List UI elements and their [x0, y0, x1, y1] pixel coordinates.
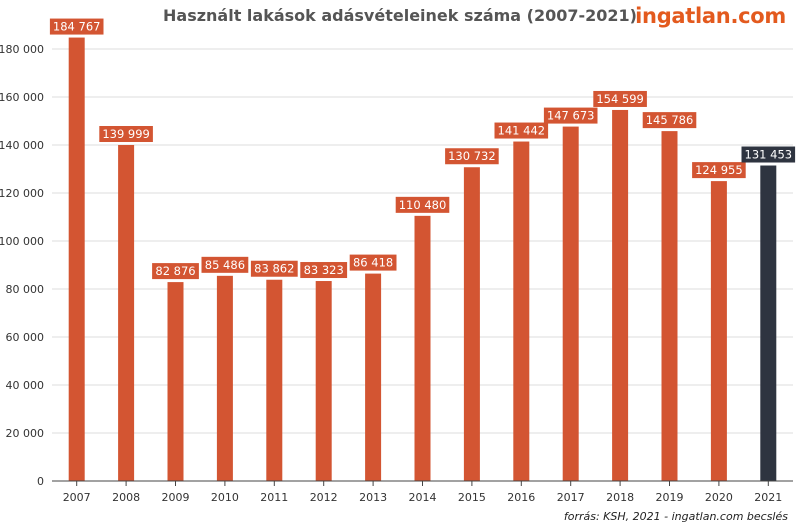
data-label: 130 732	[448, 149, 496, 163]
y-tick-label: 20 000	[6, 427, 45, 440]
axes: 0 20 000 40 000 60 000 80 000 100 000 120 000 1…	[0, 43, 793, 504]
data-label-box	[349, 254, 397, 271]
y-tick-label: 120 000	[0, 187, 44, 200]
bar[interactable]	[661, 131, 678, 482]
data-label: 131 453	[745, 148, 793, 162]
data-label: 86 418	[353, 256, 393, 270]
bar[interactable]	[266, 279, 283, 481]
y-tick-label: 100 000	[0, 235, 44, 248]
data-label-box	[642, 112, 697, 129]
data-label: 154 599	[596, 92, 644, 106]
data-label-box	[741, 146, 796, 163]
x-tick-label: 2008	[112, 491, 140, 504]
y-tick-label: 80 000	[6, 283, 45, 296]
data-label: 124 955	[695, 163, 743, 177]
y-tick-label: 40 000	[6, 379, 45, 392]
y-tick-label: 180 000	[0, 43, 44, 56]
data-label-box	[201, 256, 249, 273]
data-label: 147 673	[547, 109, 595, 123]
bar[interactable]	[315, 281, 332, 481]
y-tick-label: 0	[37, 475, 44, 488]
x-tick-label: 2010	[211, 491, 239, 504]
data-label-box	[99, 126, 153, 143]
data-label-box	[250, 260, 298, 277]
data-label-box	[300, 262, 348, 279]
bar[interactable]	[463, 167, 480, 481]
x-tick-label: 2011	[260, 491, 288, 504]
data-label: 110 480	[399, 198, 447, 212]
bar[interactable]	[710, 181, 727, 481]
data-label: 83 323	[304, 263, 344, 277]
data-label-box	[395, 196, 450, 213]
bar[interactable]	[612, 109, 629, 481]
y-tick-label: 140 000	[0, 139, 44, 152]
data-label-box	[494, 122, 549, 139]
y-tick-label: 60 000	[6, 331, 45, 344]
x-tick-label: 2012	[310, 491, 338, 504]
data-label-box	[445, 148, 499, 165]
bar[interactable]	[562, 126, 579, 481]
x-tick-label: 2018	[606, 491, 634, 504]
bar[interactable]	[414, 215, 431, 481]
bar[interactable]	[760, 165, 777, 481]
y-tick-label: 160 000	[0, 91, 44, 104]
x-tick-label: 2017	[557, 491, 585, 504]
data-label-box	[49, 18, 104, 35]
data-label: 145 786	[646, 113, 694, 127]
data-label: 184 767	[53, 20, 101, 34]
x-tick-label: 2015	[458, 491, 486, 504]
bar[interactable]	[167, 282, 184, 481]
brand-logo[interactable]: ingatlan.com	[635, 4, 786, 28]
bar[interactable]	[365, 273, 382, 481]
bar[interactable]	[68, 37, 85, 481]
x-tick-label: 2014	[409, 491, 437, 504]
data-label: 82 876	[155, 264, 195, 278]
chart-title: Használt lakások adásvételeinek száma (2…	[163, 6, 637, 25]
source-note: forrás: KSH, 2021 - ingatlan.com becslés	[563, 510, 788, 523]
x-tick-label: 2009	[162, 491, 190, 504]
data-label: 83 862	[254, 262, 294, 276]
data-label: 139 999	[102, 127, 150, 141]
x-tick-label: 2021	[754, 491, 782, 504]
x-tick-label: 2019	[656, 491, 684, 504]
data-labels: 184 767 139 999 82 876 85 486 83 862 83 323 86…	[49, 18, 796, 280]
bar[interactable]	[216, 275, 233, 481]
data-label: 85 486	[205, 258, 245, 272]
x-tick-label: 2007	[63, 491, 91, 504]
bar[interactable]	[513, 141, 530, 482]
data-label: 141 442	[498, 124, 546, 138]
data-label-box	[692, 162, 746, 179]
data-label-box	[152, 263, 199, 280]
bars	[68, 37, 777, 482]
x-tick-label: 2020	[705, 491, 733, 504]
x-tick-label: 2016	[507, 491, 535, 504]
bar[interactable]	[118, 145, 135, 482]
data-label-box	[593, 90, 647, 107]
data-label-box	[543, 107, 598, 124]
x-tick-label: 2013	[359, 491, 387, 504]
